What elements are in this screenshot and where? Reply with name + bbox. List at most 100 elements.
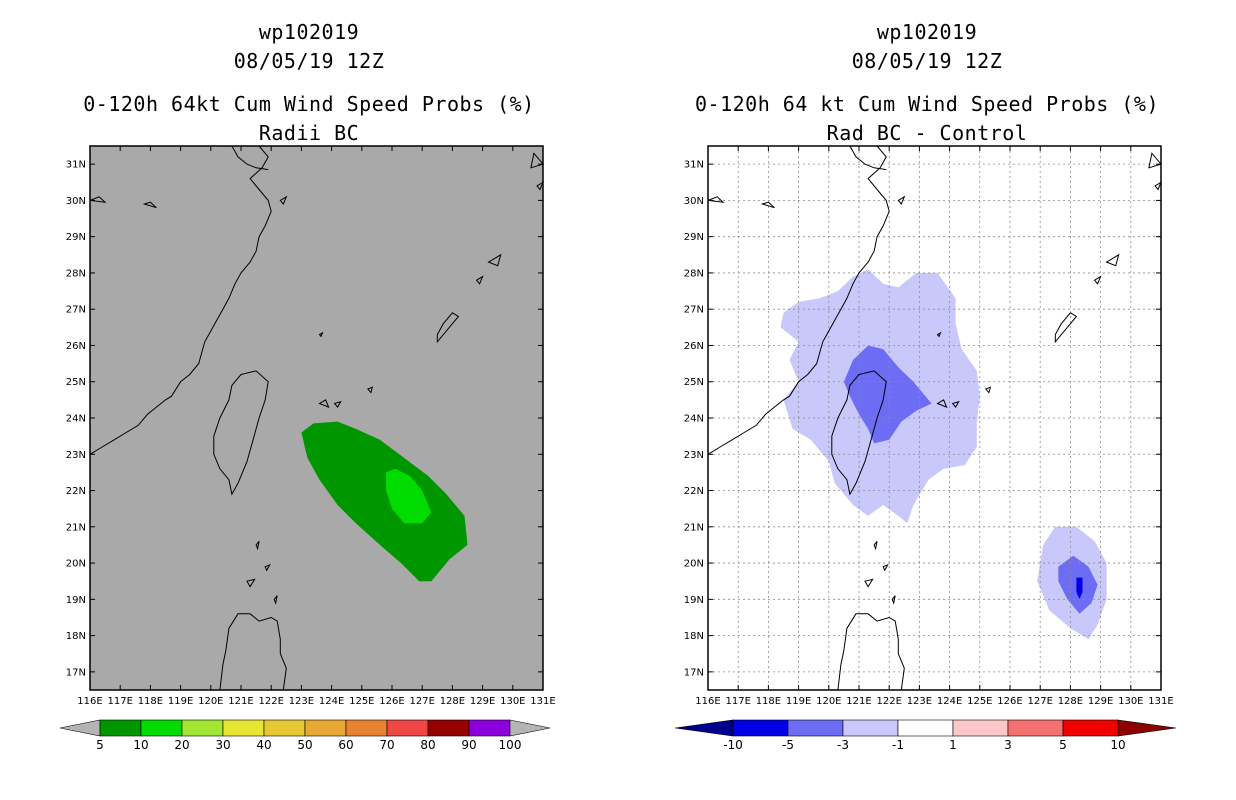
right-lat-label: 23N: [684, 450, 704, 461]
left-yangtze-coast: [231, 145, 269, 171]
right-lon-label: 118E: [756, 696, 781, 707]
left-lon-label: 127E: [409, 696, 434, 707]
right-diff-neg3-neg5-region: [843, 345, 932, 444]
right-lon-label: 116E: [695, 696, 720, 707]
right-colorbar-label: -3: [837, 738, 849, 752]
left-lon-label: 131E: [530, 696, 555, 707]
left-colorbar-label: 30: [215, 738, 230, 752]
left-island: [264, 563, 271, 572]
right-lat-label: 20N: [684, 559, 704, 570]
left-lon-label: 122E: [258, 696, 283, 707]
right-lon-label: 127E: [1027, 696, 1052, 707]
right-lon-label: 123E: [907, 696, 932, 707]
right-island: [1054, 312, 1078, 344]
right-colorbar-swatch: [897, 719, 954, 737]
right-lat-label: 29N: [684, 232, 704, 243]
left-island: [530, 152, 544, 169]
left-lat-label: 23N: [66, 450, 86, 461]
right-lon-label: 131E: [1148, 696, 1173, 707]
left-lon-label: 121E: [228, 696, 253, 707]
left-lon-label: 128E: [440, 696, 465, 707]
left-lat-label: 25N: [66, 377, 86, 388]
right-colorbar-high-arrow: [1117, 719, 1177, 737]
left-lat-label: 19N: [66, 595, 86, 606]
right-lat-label: 17N: [684, 667, 704, 678]
left-lat-label: 24N: [66, 414, 86, 425]
right-title-id: wp102019: [876, 20, 978, 44]
left-island: [89, 196, 107, 203]
right-lat-label: 28N: [684, 268, 704, 279]
left-lon-label: 126E: [379, 696, 404, 707]
right-lat-label: 21N: [684, 522, 704, 533]
right-lon-label: 124E: [937, 696, 962, 707]
right-colorbar-swatch: [952, 719, 1009, 737]
right-map: 31N 30N 29N 28N 27N 26N 25N 24N 23N 22N 21N 20N 19N 1…: [674, 145, 1177, 752]
right-colorbar-low-arrow: [674, 719, 734, 737]
right-diff-neg5-neg10-region: [1076, 577, 1083, 600]
left-coastlines: [89, 145, 545, 691]
right-island: [936, 331, 942, 338]
left-lat-label: 31N: [66, 160, 86, 171]
left-colorbar-swatch: [140, 719, 183, 737]
right-lon-label: 121E: [846, 696, 871, 707]
left-prob-5-10-region: [301, 421, 468, 582]
left-lat-label: 22N: [66, 486, 86, 497]
right-yangtze-coast: [849, 145, 887, 171]
right-island: [891, 595, 896, 605]
right-colorbar-swatch: [1007, 719, 1064, 737]
left-colorbar-swatch: [345, 719, 388, 737]
right-island: [951, 400, 960, 408]
left-lon-label: 116E: [77, 696, 102, 707]
left-china-coast: [89, 145, 272, 455]
left-taiwan: [213, 370, 269, 496]
left-colorbar-label: 60: [338, 738, 353, 752]
right-colorbar: -10 -5 -3 -1 1 3 5 10: [674, 719, 1177, 752]
right-lat-label: 19N: [684, 595, 704, 606]
right-island: [936, 399, 948, 409]
left-lat-label: 28N: [66, 268, 86, 279]
left-island: [279, 195, 288, 205]
left-lon-label: 119E: [168, 696, 193, 707]
left-lat-label: 21N: [66, 522, 86, 533]
left-prob-10-20-region: [386, 468, 432, 524]
left-luzon: [219, 613, 287, 691]
right-lon-label: 129E: [1088, 696, 1113, 707]
right-island: [1093, 275, 1102, 285]
left-lon-label: 129E: [470, 696, 495, 707]
left-colorbar-swatch: [99, 719, 142, 737]
right-colorbar-label: -10: [723, 738, 743, 752]
left-colorbar-label: 40: [256, 738, 271, 752]
right-lon-label: 130E: [1118, 696, 1143, 707]
right-lat-label: 27N: [684, 305, 704, 316]
left-lat-label: 30N: [66, 196, 86, 207]
right-island: [760, 201, 775, 209]
right-lon-label: 120E: [816, 696, 841, 707]
right-colorbar-swatch: [842, 719, 899, 737]
left-lon-label: 125E: [349, 696, 374, 707]
right-lat-label: 18N: [684, 631, 704, 642]
left-colorbar-label: 70: [379, 738, 394, 752]
left-panel: wp102019 08/05/19 12Z 0-120h 64kt Cum Wi…: [59, 20, 556, 752]
left-lat-label: 27N: [66, 305, 86, 316]
left-title-id: wp102019: [258, 20, 360, 44]
left-colorbar: 5 10 20 30 40 50 60 70 80 90 100: [59, 719, 551, 752]
left-colorbar-swatch: [386, 719, 429, 737]
left-colorbar-low-arrow: [59, 719, 101, 737]
right-colorbar-label: 5: [1059, 738, 1067, 752]
left-colorbar-swatch: [222, 719, 265, 737]
right-title-main: 0-120h 64 kt Cum Wind Speed Probs (%): [694, 92, 1160, 116]
left-island: [366, 386, 374, 394]
left-title-main: 0-120h 64kt Cum Wind Speed Probs (%): [83, 92, 535, 116]
left-colorbar-label: 100: [499, 738, 522, 752]
left-lon-label: 123E: [289, 696, 314, 707]
right-lat-label: 31N: [684, 160, 704, 171]
right-lat-label: 25N: [684, 377, 704, 388]
left-colorbar-label: 20: [174, 738, 189, 752]
left-colorbar-swatch: [263, 719, 306, 737]
right-colorbar-label: 1: [949, 738, 957, 752]
left-colorbar-high-arrow: [509, 719, 551, 737]
left-lat-label: 29N: [66, 232, 86, 243]
right-lon-label: 119E: [786, 696, 811, 707]
left-island: [255, 540, 260, 551]
left-title-date: 08/05/19 12Z: [233, 49, 385, 73]
